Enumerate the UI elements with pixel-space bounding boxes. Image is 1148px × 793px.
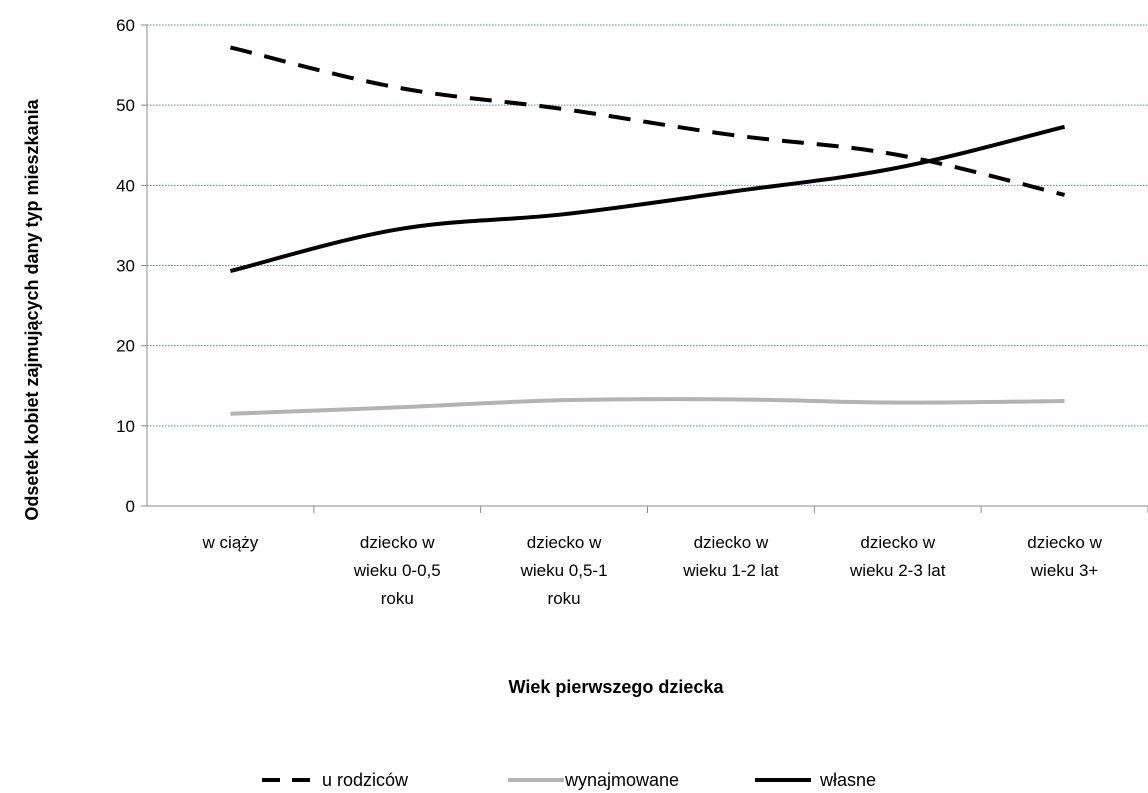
x-tick-label: dziecko w wieku 3+ xyxy=(1027,533,1102,580)
series-line-wlasne xyxy=(229,124,1066,274)
y-tick-label: 60 xyxy=(116,16,135,35)
y-tick-label: 30 xyxy=(116,257,135,276)
y-tick-label: 50 xyxy=(116,96,135,115)
legend-label: własne xyxy=(819,770,876,790)
axes xyxy=(141,24,1148,513)
x-tick-label: dziecko w wieku 1-2 lat xyxy=(682,533,779,580)
series-lines xyxy=(229,45,1066,416)
legend-label: wynajmowane xyxy=(564,770,679,790)
x-tick-label: dziecko w wieku 0-0,5 roku xyxy=(353,533,441,608)
series-line-u-rodzicow xyxy=(229,45,1066,197)
gridlines xyxy=(147,24,1148,427)
tick-labels: 0 10 20 30 40 50 60 w ciąży dziecko w wieku 0-0,5… xyxy=(116,16,1103,608)
legend: u rodziców wynajmowane własne xyxy=(262,770,876,790)
y-axis-title: Odsetek kobiet zajmujących dany typ mies… xyxy=(22,98,42,520)
x-tick-label: dziecko w wieku 2-3 lat xyxy=(849,533,946,580)
y-tick-label: 10 xyxy=(116,417,135,436)
y-tick-label: 20 xyxy=(116,337,135,356)
x-tick-label: dziecko w wieku 0,5-1 roku xyxy=(520,533,608,608)
y-tick-label: 40 xyxy=(116,176,135,195)
series-line-wynajmowane xyxy=(230,397,1065,416)
x-tick-label: w ciąży xyxy=(202,533,259,552)
x-axis-title: Wiek pierwszego dziecka xyxy=(509,677,725,697)
y-tick-label: 0 xyxy=(126,497,135,516)
legend-label: u rodziców xyxy=(322,770,409,790)
